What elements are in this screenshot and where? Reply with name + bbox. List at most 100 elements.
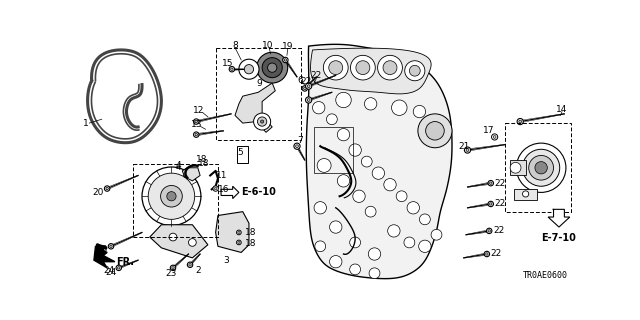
Circle shape — [465, 147, 470, 153]
Text: 24: 24 — [104, 266, 115, 275]
Circle shape — [349, 264, 360, 275]
Circle shape — [238, 241, 240, 244]
Text: 13: 13 — [191, 120, 202, 129]
Circle shape — [237, 230, 241, 235]
Text: 22: 22 — [490, 250, 502, 259]
Circle shape — [529, 156, 554, 180]
Text: 18: 18 — [244, 228, 256, 237]
Circle shape — [294, 143, 300, 149]
Circle shape — [238, 231, 240, 234]
Text: E-7-10: E-7-10 — [541, 233, 577, 243]
Circle shape — [365, 206, 376, 217]
Circle shape — [384, 179, 396, 191]
Polygon shape — [182, 168, 200, 181]
Text: 24: 24 — [106, 268, 116, 277]
Circle shape — [148, 173, 195, 219]
Circle shape — [362, 156, 372, 167]
Polygon shape — [235, 83, 275, 132]
Text: E-6-10: E-6-10 — [241, 188, 276, 197]
Text: 3: 3 — [223, 256, 228, 265]
Circle shape — [364, 98, 377, 110]
Circle shape — [116, 265, 122, 270]
Circle shape — [305, 97, 312, 103]
Circle shape — [388, 225, 400, 237]
Text: 18: 18 — [198, 159, 210, 168]
Circle shape — [257, 117, 267, 126]
Polygon shape — [221, 186, 239, 198]
Text: 22: 22 — [300, 77, 311, 86]
Circle shape — [268, 63, 277, 72]
Circle shape — [189, 239, 196, 246]
Circle shape — [522, 191, 529, 197]
Circle shape — [195, 133, 198, 136]
Bar — [514, 188, 537, 200]
Text: 22: 22 — [311, 71, 322, 80]
Polygon shape — [548, 209, 570, 227]
Text: 4: 4 — [175, 163, 181, 172]
Text: 21: 21 — [458, 142, 469, 151]
Circle shape — [349, 144, 362, 156]
Circle shape — [372, 167, 385, 179]
Circle shape — [410, 65, 420, 76]
Circle shape — [323, 55, 348, 80]
Polygon shape — [307, 44, 452, 279]
Circle shape — [516, 143, 566, 192]
Circle shape — [392, 100, 407, 116]
Text: 6: 6 — [297, 76, 303, 85]
Circle shape — [237, 240, 241, 245]
Circle shape — [169, 233, 177, 241]
Circle shape — [312, 101, 325, 114]
Circle shape — [296, 145, 298, 148]
Circle shape — [314, 202, 326, 214]
Circle shape — [486, 253, 488, 255]
Circle shape — [510, 162, 521, 173]
Bar — [314, 127, 353, 173]
Circle shape — [330, 256, 342, 268]
Circle shape — [488, 201, 493, 207]
Bar — [510, 160, 525, 175]
Circle shape — [337, 129, 349, 141]
Circle shape — [418, 114, 452, 148]
Circle shape — [315, 241, 326, 252]
Circle shape — [426, 122, 444, 140]
Circle shape — [353, 190, 365, 203]
Circle shape — [110, 245, 112, 247]
Circle shape — [351, 55, 375, 80]
Text: 23: 23 — [96, 245, 108, 254]
Circle shape — [303, 87, 306, 90]
Polygon shape — [150, 225, 208, 258]
Circle shape — [419, 214, 430, 225]
Circle shape — [484, 251, 490, 257]
Text: 18: 18 — [244, 239, 256, 248]
Circle shape — [466, 149, 469, 151]
Circle shape — [488, 230, 490, 232]
Polygon shape — [216, 212, 249, 252]
Circle shape — [404, 237, 415, 248]
Circle shape — [488, 180, 493, 186]
Circle shape — [329, 61, 343, 75]
Text: 17: 17 — [483, 126, 495, 135]
Circle shape — [262, 58, 282, 78]
Circle shape — [167, 192, 176, 201]
Circle shape — [519, 120, 522, 123]
Circle shape — [326, 114, 337, 124]
Circle shape — [230, 68, 233, 70]
Text: 20: 20 — [92, 188, 104, 197]
Text: 14: 14 — [556, 105, 568, 114]
Circle shape — [193, 132, 199, 137]
Bar — [132, 164, 218, 237]
Text: 2: 2 — [195, 267, 200, 276]
Circle shape — [118, 267, 120, 269]
Circle shape — [188, 262, 193, 268]
Circle shape — [413, 105, 426, 118]
Text: 9: 9 — [256, 79, 262, 88]
Circle shape — [307, 85, 310, 88]
Circle shape — [369, 268, 380, 279]
Text: 10: 10 — [262, 41, 273, 50]
Text: 18: 18 — [196, 155, 207, 164]
Text: 22: 22 — [495, 179, 506, 188]
Circle shape — [213, 186, 218, 191]
Circle shape — [106, 187, 108, 190]
Circle shape — [193, 119, 199, 124]
Circle shape — [317, 158, 331, 172]
